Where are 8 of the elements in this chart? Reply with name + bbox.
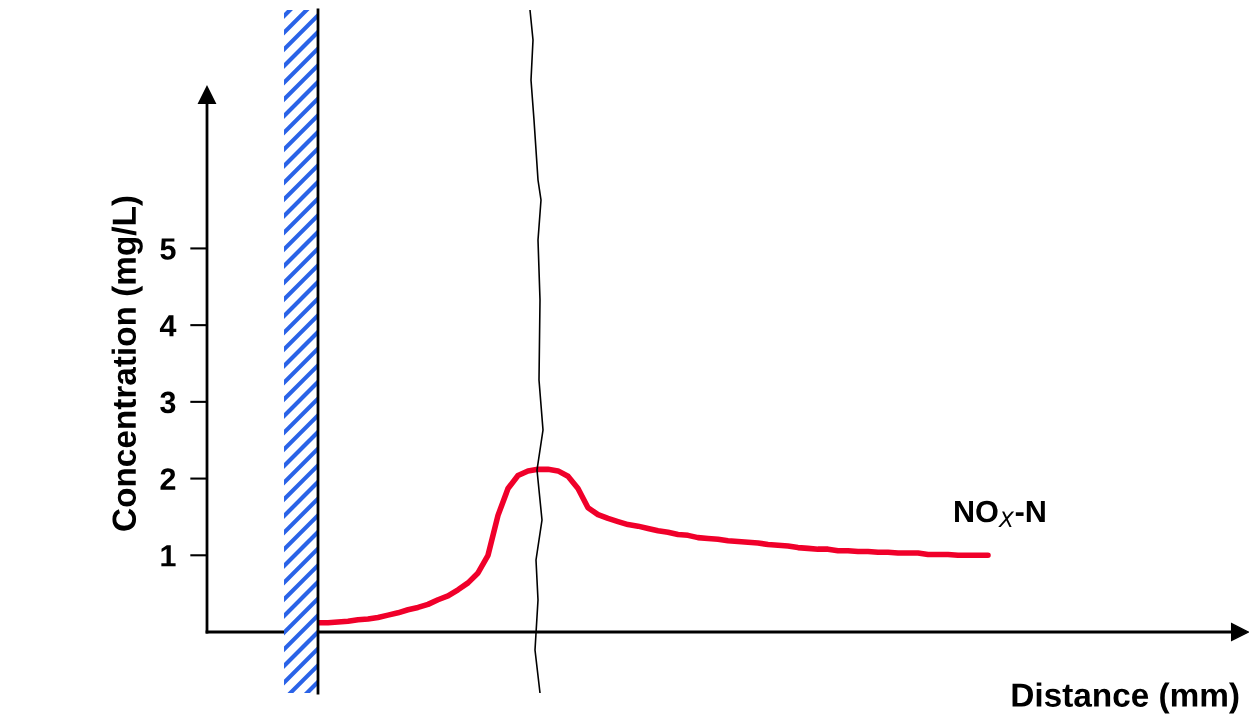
x-axis-title: Distance (mm)	[1012, 682, 1239, 714]
y-tick-label: 5	[160, 238, 176, 260]
y-tick-label: 1	[161, 545, 176, 567]
y-tick-label: 4	[159, 315, 177, 337]
y-axis-title: Concentration (mg/L)	[111, 196, 143, 531]
y-tick-label: 3	[160, 391, 176, 414]
y-tick-label: 2	[160, 468, 176, 490]
series-label: NO$_{X}$-N	[955, 500, 1045, 528]
